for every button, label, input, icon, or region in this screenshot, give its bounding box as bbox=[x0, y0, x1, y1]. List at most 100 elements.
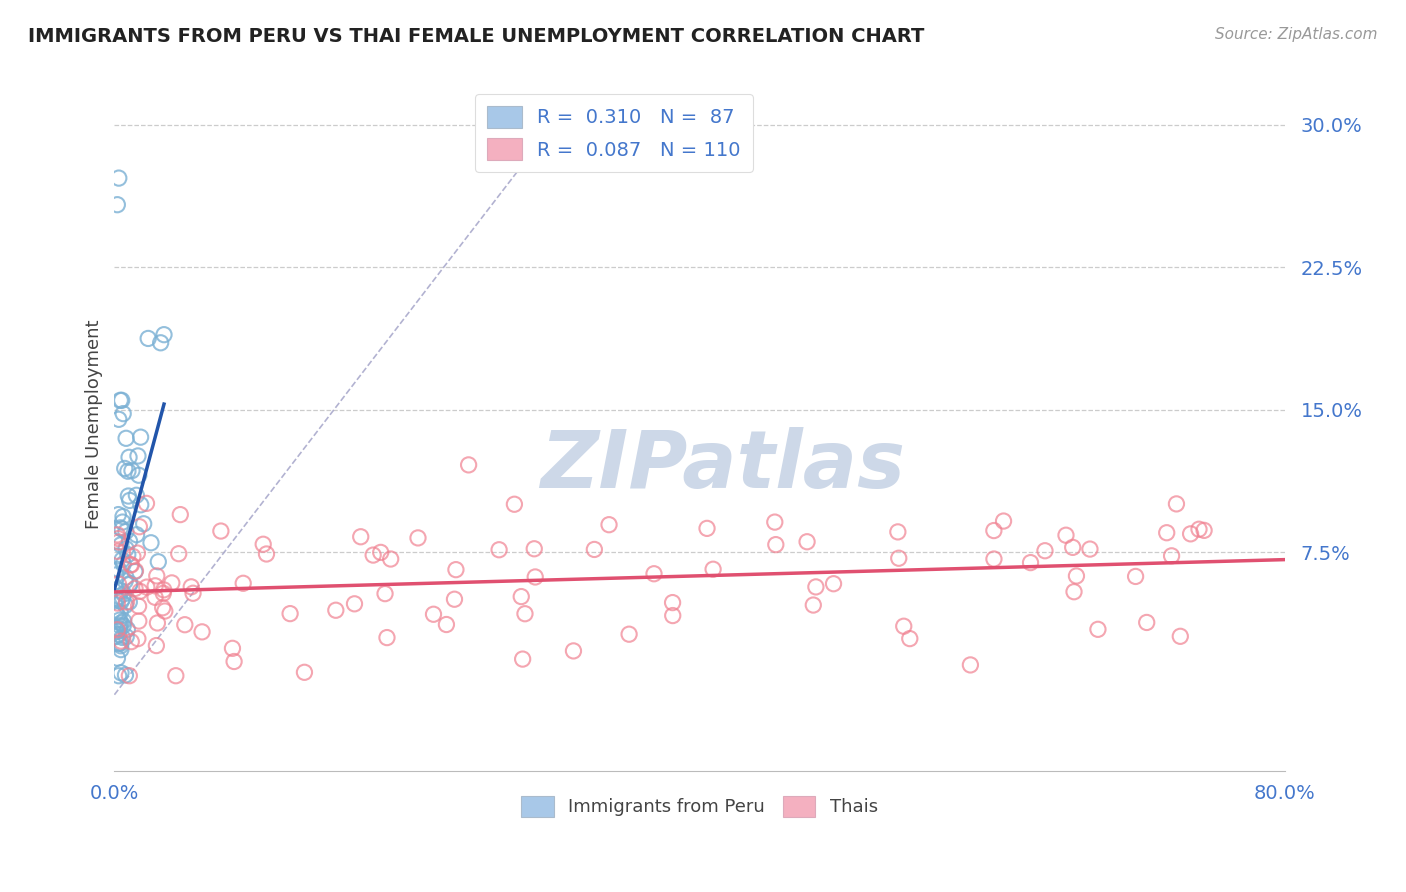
Point bbox=[135, 580, 157, 594]
Point bbox=[107, 412, 129, 426]
Point bbox=[374, 587, 396, 601]
Point bbox=[114, 461, 136, 475]
Point bbox=[221, 641, 243, 656]
Point bbox=[118, 534, 141, 549]
Point bbox=[107, 577, 129, 591]
Point bbox=[765, 538, 787, 552]
Point bbox=[129, 498, 152, 512]
Point bbox=[110, 594, 132, 608]
Point bbox=[983, 524, 1005, 538]
Point bbox=[108, 622, 131, 636]
Point bbox=[107, 669, 129, 683]
Point bbox=[110, 639, 132, 653]
Point bbox=[115, 630, 138, 644]
Text: ZIPatlas: ZIPatlas bbox=[540, 426, 905, 505]
Point bbox=[110, 615, 132, 630]
Point bbox=[111, 515, 134, 529]
Point bbox=[108, 636, 131, 650]
Point bbox=[702, 562, 724, 576]
Point bbox=[127, 632, 149, 646]
Point bbox=[1033, 543, 1056, 558]
Point bbox=[117, 548, 139, 562]
Point bbox=[120, 558, 142, 572]
Point bbox=[110, 642, 132, 657]
Point bbox=[107, 562, 129, 576]
Point bbox=[105, 197, 128, 211]
Point bbox=[118, 450, 141, 465]
Point bbox=[422, 607, 444, 622]
Point bbox=[107, 535, 129, 549]
Point bbox=[128, 599, 150, 613]
Point bbox=[110, 538, 132, 552]
Point bbox=[128, 468, 150, 483]
Point bbox=[115, 431, 138, 445]
Point bbox=[510, 590, 533, 604]
Point bbox=[801, 598, 824, 612]
Point bbox=[1078, 542, 1101, 557]
Point bbox=[110, 636, 132, 650]
Point bbox=[118, 577, 141, 591]
Point bbox=[169, 508, 191, 522]
Point bbox=[111, 393, 134, 408]
Point bbox=[823, 576, 845, 591]
Point bbox=[104, 622, 127, 636]
Point bbox=[661, 608, 683, 623]
Point bbox=[146, 615, 169, 630]
Point bbox=[583, 542, 606, 557]
Point bbox=[153, 327, 176, 342]
Point bbox=[512, 652, 534, 666]
Point bbox=[1166, 497, 1188, 511]
Point bbox=[343, 597, 366, 611]
Point bbox=[105, 528, 128, 542]
Point bbox=[120, 558, 142, 572]
Point bbox=[523, 541, 546, 556]
Point bbox=[110, 521, 132, 535]
Point bbox=[107, 651, 129, 665]
Point bbox=[1063, 584, 1085, 599]
Point bbox=[124, 582, 146, 596]
Point bbox=[993, 514, 1015, 528]
Point bbox=[562, 644, 585, 658]
Point bbox=[110, 634, 132, 648]
Point bbox=[143, 591, 166, 605]
Point bbox=[127, 449, 149, 463]
Point bbox=[1054, 528, 1077, 542]
Point bbox=[887, 551, 910, 566]
Point bbox=[222, 655, 245, 669]
Point bbox=[167, 547, 190, 561]
Point bbox=[112, 587, 135, 601]
Point bbox=[110, 605, 132, 619]
Point bbox=[165, 669, 187, 683]
Point bbox=[143, 579, 166, 593]
Point bbox=[112, 614, 135, 628]
Point bbox=[325, 603, 347, 617]
Point bbox=[120, 634, 142, 648]
Point bbox=[107, 624, 129, 639]
Point bbox=[127, 546, 149, 560]
Point bbox=[105, 549, 128, 563]
Point bbox=[1168, 629, 1191, 643]
Point bbox=[107, 627, 129, 641]
Point bbox=[380, 552, 402, 566]
Point bbox=[406, 531, 429, 545]
Point bbox=[1136, 615, 1159, 630]
Point bbox=[114, 574, 136, 588]
Point bbox=[959, 657, 981, 672]
Point bbox=[111, 631, 134, 645]
Point bbox=[1192, 524, 1215, 538]
Point bbox=[124, 564, 146, 578]
Point bbox=[107, 608, 129, 623]
Point bbox=[149, 335, 172, 350]
Point bbox=[105, 592, 128, 607]
Point bbox=[443, 592, 465, 607]
Point bbox=[370, 545, 392, 559]
Point bbox=[436, 617, 458, 632]
Point bbox=[111, 509, 134, 524]
Point bbox=[121, 464, 143, 478]
Point bbox=[1160, 549, 1182, 563]
Point bbox=[115, 570, 138, 584]
Point bbox=[108, 613, 131, 627]
Point bbox=[893, 619, 915, 633]
Point bbox=[108, 590, 131, 604]
Text: Source: ZipAtlas.com: Source: ZipAtlas.com bbox=[1215, 27, 1378, 42]
